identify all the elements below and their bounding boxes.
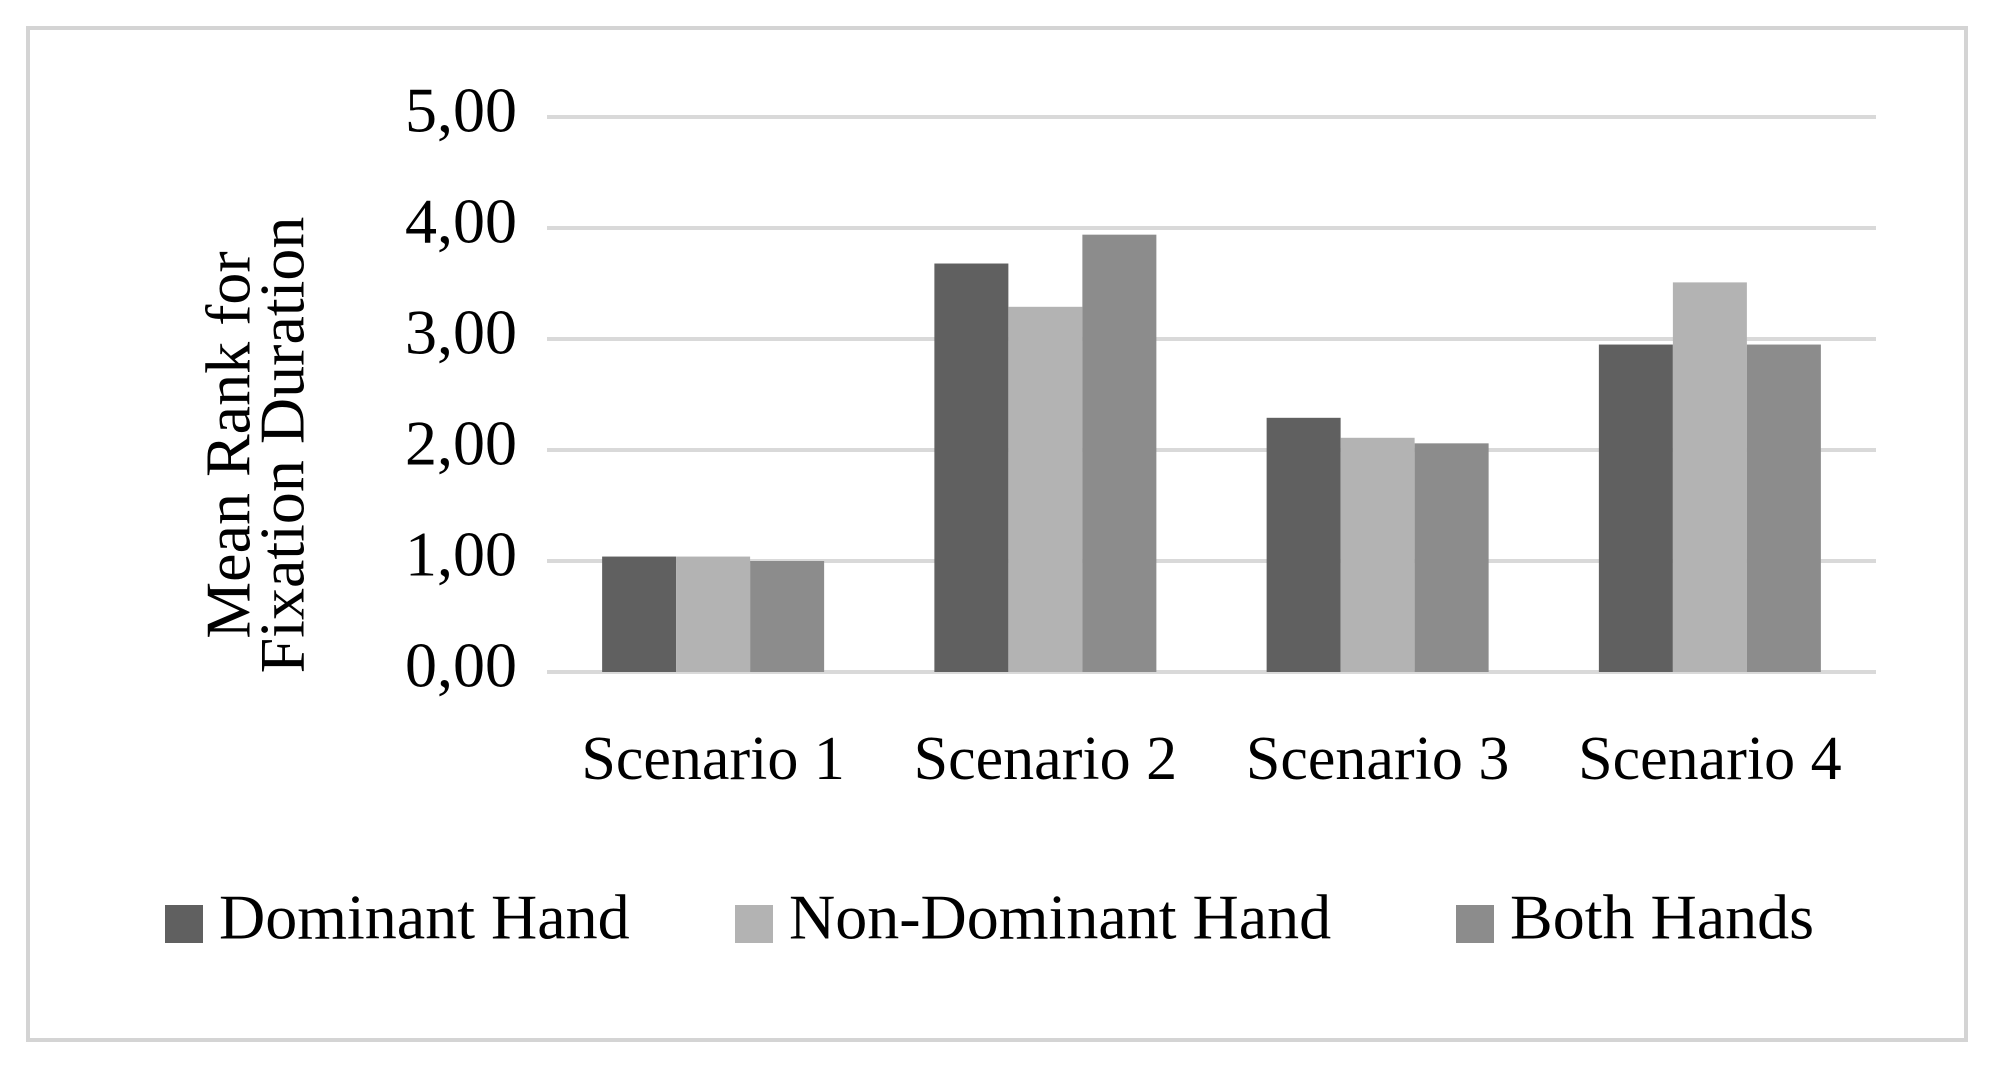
- y-axis-title: Mean Rank for: [193, 251, 264, 638]
- y-tick-label: 4,00: [405, 186, 517, 257]
- y-tick-label: 1,00: [405, 519, 517, 590]
- bar: [1414, 443, 1489, 672]
- y-tick-label: 5,00: [405, 75, 517, 146]
- bar: [676, 556, 751, 672]
- x-tick-label: Scenario 1: [581, 725, 844, 793]
- y-tick-label: 0,00: [405, 630, 517, 701]
- y-tick-label: 2,00: [405, 408, 517, 479]
- bar: [1340, 437, 1415, 672]
- bar: [1598, 344, 1673, 672]
- bar: [1082, 234, 1157, 672]
- legend-swatch: [735, 905, 773, 943]
- bar: [1008, 306, 1083, 672]
- bar: [1672, 282, 1747, 672]
- bar: [750, 561, 825, 672]
- legend-label: Non-Dominant Hand: [789, 882, 1331, 953]
- bar: [1266, 417, 1341, 672]
- legend-swatch: [1456, 905, 1494, 943]
- legend-label: Dominant Hand: [219, 882, 630, 953]
- x-tick-label: Scenario 2: [914, 725, 1177, 793]
- legend-swatch: [165, 905, 203, 943]
- bar: [1746, 344, 1821, 672]
- x-tick-label: Scenario 4: [1578, 725, 1841, 793]
- bar: [602, 556, 677, 672]
- legend-label: Both Hands: [1510, 882, 1814, 953]
- y-axis-title: Fixation Duration: [247, 217, 318, 674]
- x-tick-label: Scenario 3: [1246, 725, 1509, 793]
- y-tick-label: 3,00: [405, 297, 517, 368]
- bar: [934, 263, 1009, 672]
